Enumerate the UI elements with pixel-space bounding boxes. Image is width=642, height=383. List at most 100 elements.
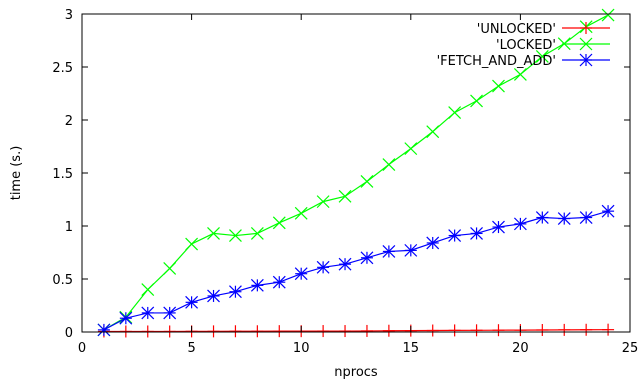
data-point (141, 306, 155, 320)
x-axis-label: nprocs (334, 365, 378, 380)
data-point (316, 195, 330, 209)
data-point (97, 323, 111, 337)
legend-marker (579, 53, 593, 67)
data-point (382, 245, 396, 258)
data-point (448, 106, 462, 120)
legend-label: 'FETCH_AND_ADD' (437, 54, 556, 69)
data-point (119, 311, 133, 325)
data-point (426, 236, 440, 250)
marker-stroke (426, 236, 440, 250)
data-point (207, 226, 220, 240)
data-point (338, 257, 352, 271)
data-point (492, 79, 505, 93)
data-point (360, 251, 374, 265)
marker-stroke (535, 211, 549, 224)
marker-stroke (579, 53, 593, 67)
marker-stroke (272, 275, 286, 289)
marker-stroke (163, 261, 177, 275)
axis-ticks: 0 5 10 15 20 25 0 0.5 1 1.5 2 2.5 3 (52, 8, 638, 356)
marker-stroke (294, 267, 308, 281)
plot-marks (97, 8, 615, 338)
marker-stroke (448, 106, 462, 120)
data-point (163, 325, 176, 338)
data-point (492, 220, 505, 234)
series-line (103, 210, 609, 331)
data-point (294, 206, 308, 220)
x-tick-label: 5 (187, 341, 195, 356)
data-point (426, 324, 439, 337)
data-point (141, 283, 155, 297)
marker-stroke (316, 195, 330, 209)
data-point (601, 204, 615, 218)
data-point (163, 306, 177, 320)
data-point (273, 325, 286, 338)
data-point (382, 158, 396, 171)
marker-stroke (207, 289, 220, 303)
marker-stroke (272, 216, 286, 230)
data-point (470, 324, 483, 337)
y-axis-label: time (s.) (9, 146, 24, 201)
data-point (492, 324, 505, 337)
marker-stroke (382, 158, 396, 171)
data-point (426, 125, 440, 139)
y-tick-label: 0.5 (52, 273, 73, 288)
legend-label: 'LOCKED' (496, 38, 556, 53)
marker-stroke (404, 142, 418, 156)
data-point (185, 237, 199, 251)
data-point (207, 289, 220, 303)
data-point (404, 243, 418, 257)
data-point (229, 325, 242, 338)
y-tick-label: 3 (65, 8, 73, 23)
marker-stroke (513, 67, 527, 81)
data-point (580, 323, 593, 336)
data-point (470, 94, 483, 108)
data-point (535, 49, 549, 63)
marker-stroke (316, 260, 330, 274)
data-point (185, 295, 199, 309)
marker-stroke (229, 285, 242, 299)
data-point (448, 324, 461, 337)
series-line (103, 329, 609, 333)
marker-stroke (250, 278, 264, 292)
marker-stroke (492, 79, 505, 93)
marker-stroke (294, 206, 308, 220)
marker-stroke (250, 226, 264, 240)
data-point (448, 229, 462, 242)
data-point (360, 324, 373, 337)
legend-marker (580, 22, 592, 34)
marker-stroke (360, 251, 374, 265)
marker-stroke (557, 212, 571, 226)
marker-stroke (404, 243, 418, 257)
marker-stroke (185, 237, 199, 251)
marker-stroke (141, 283, 155, 297)
data-point (294, 267, 308, 281)
data-point (513, 67, 527, 81)
data-point (601, 8, 615, 22)
marker-stroke (448, 229, 462, 242)
legend-marker (579, 37, 593, 51)
data-point (360, 175, 374, 188)
y-tick-label: 2 (65, 114, 73, 129)
marker-stroke (470, 94, 483, 108)
marker-stroke (229, 229, 242, 242)
data-point (141, 325, 154, 338)
data-point (229, 285, 242, 299)
marker-stroke (360, 175, 374, 188)
data-point (513, 217, 527, 231)
legend: 'UNLOCKED''LOCKED''FETCH_AND_ADD' (437, 22, 610, 69)
marker-stroke (338, 189, 352, 203)
data-point (163, 261, 177, 275)
data-point (339, 325, 352, 338)
data-point (229, 229, 242, 242)
marker-stroke (426, 125, 440, 139)
data-point (602, 323, 615, 336)
marker-stroke (470, 226, 483, 240)
data-point (535, 211, 549, 224)
data-point (119, 325, 132, 338)
marker-stroke (338, 257, 352, 271)
marker-stroke (207, 226, 220, 240)
data-point (338, 189, 352, 203)
data-point (404, 142, 418, 156)
marker-stroke (579, 37, 593, 51)
data-point (316, 260, 330, 274)
